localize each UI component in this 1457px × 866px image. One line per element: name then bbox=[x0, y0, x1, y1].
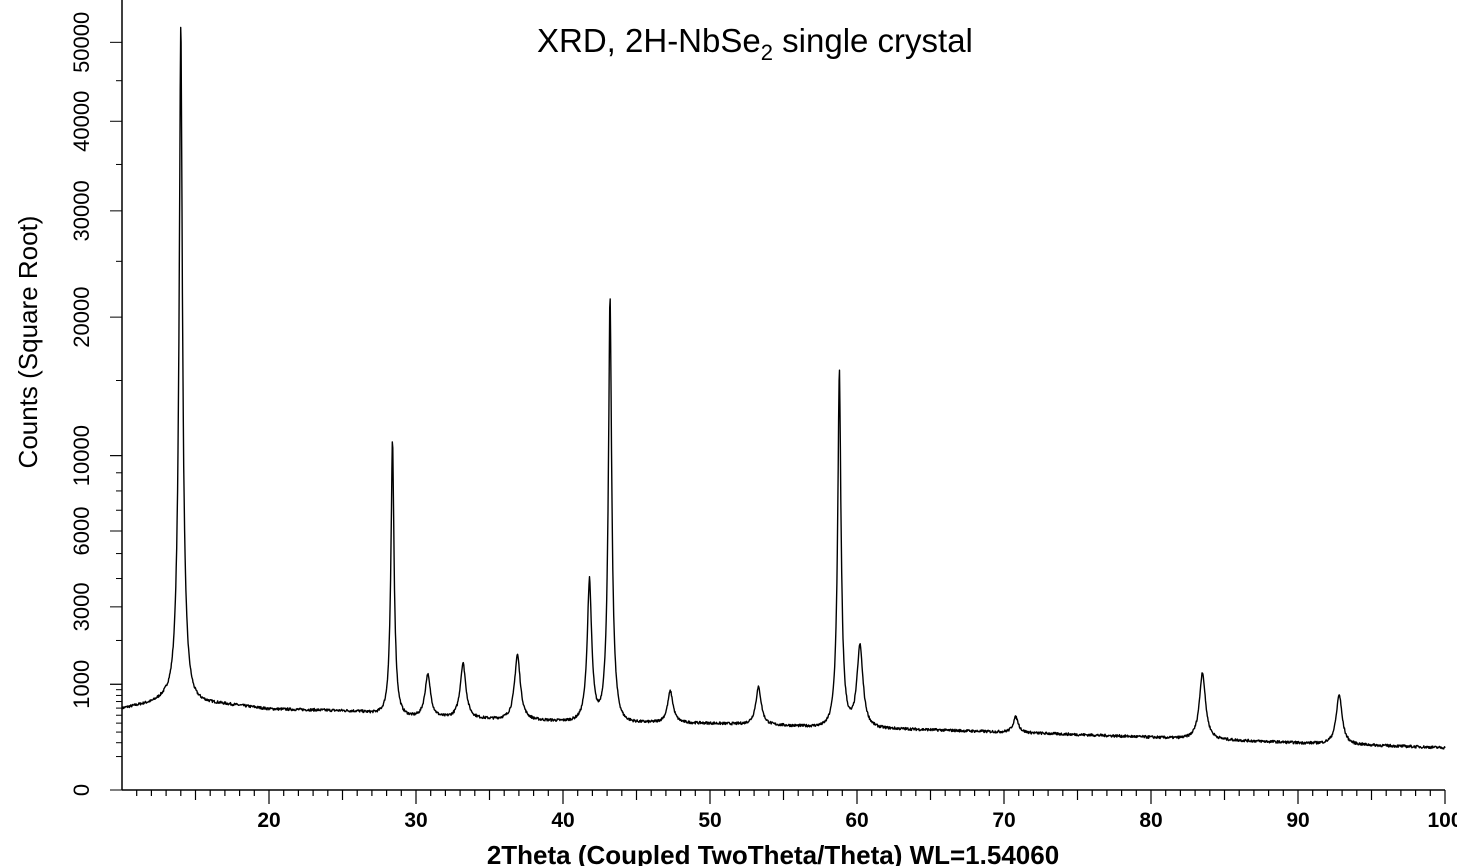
chart-title: XRD, 2H-NbSe2 single crystal bbox=[537, 22, 973, 65]
chart-title-subscript: 2 bbox=[761, 40, 773, 65]
x-axis-label: 2Theta (Coupled TwoTheta/Theta) WL=1.540… bbox=[487, 840, 1059, 866]
y-tick-label-6000: 6000 bbox=[69, 507, 94, 556]
y-tick-label-40000: 40000 bbox=[69, 91, 94, 152]
x-tick-label-70: 70 bbox=[992, 809, 1015, 832]
x-ticks bbox=[136, 790, 1446, 804]
y-tick-label-0: 0 bbox=[69, 784, 94, 796]
x-tick-labels: 20 30 40 50 60 70 80 90 100 bbox=[257, 809, 1457, 832]
y-tick-label-30000: 30000 bbox=[69, 180, 94, 241]
y-tick-label-20000: 20000 bbox=[69, 287, 94, 348]
x-tick-label-60: 60 bbox=[845, 809, 868, 832]
y-ticks bbox=[110, 41, 122, 791]
x-tick-label-50: 50 bbox=[698, 809, 721, 832]
xrd-pattern-line bbox=[121, 26, 1446, 750]
x-tick-label-90: 90 bbox=[1286, 809, 1309, 832]
x-tick-label-20: 20 bbox=[257, 809, 280, 832]
x-tick-label-40: 40 bbox=[551, 809, 574, 832]
chart-title-prefix: XRD, 2H-NbSe bbox=[537, 22, 761, 59]
x-tick-label-30: 30 bbox=[404, 809, 427, 832]
x-tick-label-100: 100 bbox=[1427, 809, 1457, 832]
y-tick-labels: 0 1000 3000 6000 10000 20000 30000 40000… bbox=[69, 12, 94, 796]
y-tick-label-10000: 10000 bbox=[69, 425, 94, 486]
y-tick-label-50000: 50000 bbox=[69, 12, 94, 73]
y-axis-label: Counts (Square Root) bbox=[13, 216, 43, 469]
chart-title-suffix: single crystal bbox=[773, 22, 973, 59]
y-tick-label-3000: 3000 bbox=[69, 582, 94, 631]
y-tick-label-1000: 1000 bbox=[69, 660, 94, 709]
x-tick-label-80: 80 bbox=[1139, 809, 1162, 832]
